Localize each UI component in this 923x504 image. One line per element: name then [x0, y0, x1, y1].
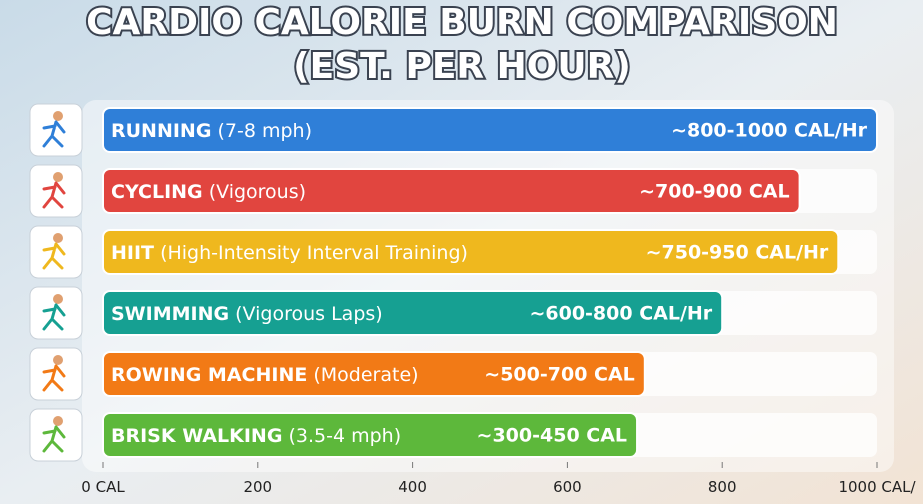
category-detail: (Vigorous Laps) [235, 303, 383, 325]
chart-title: CARDIO CALORIE BURN COMPARISON [86, 2, 838, 43]
icon-body [42, 181, 66, 209]
bar-label: RUNNING (7-8 mph) [111, 120, 312, 142]
category-detail: (Vigorous) [209, 181, 306, 203]
icon-head [53, 111, 63, 121]
icon-tile [29, 164, 83, 218]
icon-head [53, 355, 63, 365]
category-detail: (Moderate) [313, 364, 418, 386]
category-detail: (High-Intensity Interval Training) [160, 242, 468, 264]
bar-label: HIIT (High-Intensity Interval Training) [111, 242, 468, 264]
icon-head [53, 233, 63, 243]
bar-label: SWIMMING (Vigorous Laps) [111, 303, 383, 325]
icon-tile [29, 408, 83, 462]
chart-subtitle: (EST. PER HOUR) [293, 46, 631, 87]
category-name: HIIT [111, 242, 154, 264]
bar [102, 351, 646, 397]
icon-tile [29, 103, 83, 157]
bar-label: BRISK WALKING (3.5-4 mph) [111, 425, 401, 447]
icon-tile [29, 225, 83, 279]
category-detail: (3.5-4 mph) [288, 425, 401, 447]
x-tick-label: 200 [243, 478, 272, 496]
x-tick-label: 400 [398, 478, 427, 496]
range-label: ~500-700 CAL [484, 364, 635, 386]
bar [102, 229, 840, 275]
range-label: ~600-800 CAL/Hr [529, 303, 712, 325]
icon-body [42, 303, 66, 331]
icon-body [42, 242, 66, 270]
range-label: ~300-450 CAL [477, 425, 628, 447]
bar [102, 107, 878, 153]
icon-head [53, 172, 63, 182]
icon-tile [29, 286, 83, 340]
icon-body [42, 120, 66, 148]
icon-tile [29, 347, 83, 401]
category-name: ROWING MACHINE [111, 364, 307, 386]
icon-head [53, 294, 63, 304]
x-tick-label: 800 [708, 478, 737, 496]
bar [102, 168, 801, 214]
x-tick-label: 0 CAL [81, 478, 125, 496]
icon-head [53, 416, 63, 426]
icon-body [42, 425, 66, 453]
bar [102, 290, 724, 336]
range-label: ~800-1000 CAL/Hr [671, 120, 868, 142]
x-tick-label: 600 [553, 478, 582, 496]
bar [102, 412, 639, 458]
category-name: RUNNING [111, 120, 211, 142]
bar-label: ROWING MACHINE (Moderate) [111, 364, 419, 386]
x-tick-label: 1000 CAL/ [838, 478, 916, 496]
bar-label: CYCLING (Vigorous) [111, 181, 306, 203]
icon-body [42, 364, 66, 392]
category-detail: (7-8 mph) [217, 120, 312, 142]
category-name: CYCLING [111, 181, 203, 203]
range-label: ~750-950 CAL/Hr [646, 242, 829, 264]
category-name: SWIMMING [111, 303, 229, 325]
range-label: ~700-900 CAL [639, 181, 790, 203]
category-name: BRISK WALKING [111, 425, 282, 447]
